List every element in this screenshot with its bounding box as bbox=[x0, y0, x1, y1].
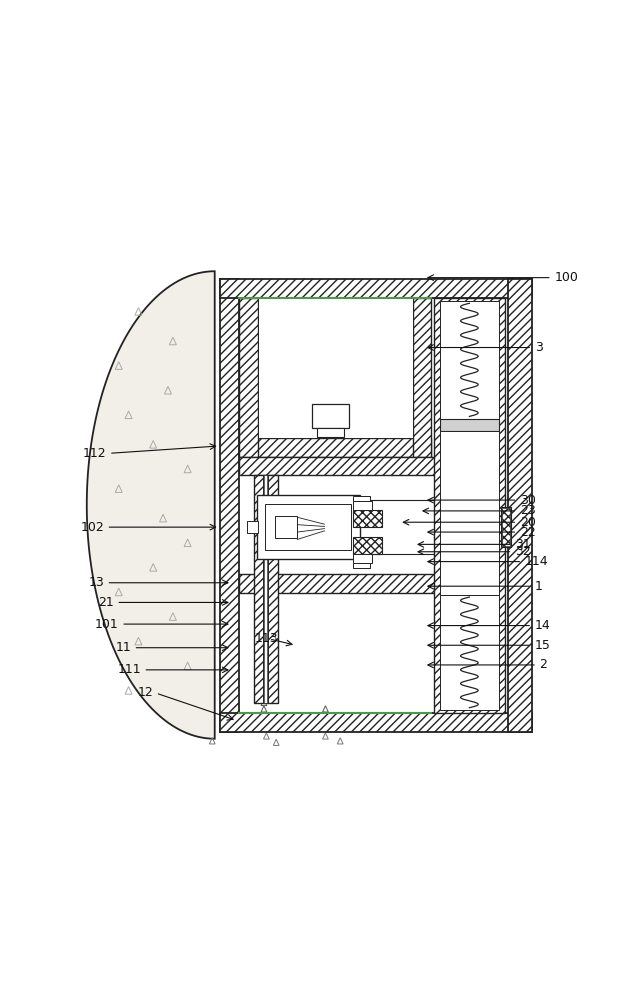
Bar bbox=[502, 508, 510, 546]
Text: 11: 11 bbox=[116, 641, 131, 654]
Polygon shape bbox=[87, 271, 215, 739]
Text: 2: 2 bbox=[540, 658, 547, 671]
Bar bbox=[352, 537, 382, 554]
Bar bbox=[239, 298, 258, 457]
Bar bbox=[239, 457, 450, 475]
Bar bbox=[265, 504, 351, 550]
Text: 114: 114 bbox=[525, 555, 549, 568]
Bar bbox=[434, 298, 505, 713]
Bar bbox=[264, 475, 267, 703]
Bar bbox=[246, 521, 258, 533]
Text: 20: 20 bbox=[520, 516, 536, 529]
Bar bbox=[507, 279, 532, 732]
Text: 100: 100 bbox=[554, 271, 578, 284]
Bar bbox=[317, 428, 344, 437]
Text: 32: 32 bbox=[515, 545, 531, 558]
Bar bbox=[220, 713, 532, 732]
Text: 14: 14 bbox=[535, 619, 551, 632]
Text: 12: 12 bbox=[137, 686, 153, 699]
Text: 21: 21 bbox=[98, 596, 114, 609]
Text: 102: 102 bbox=[80, 521, 104, 534]
Bar bbox=[413, 298, 431, 457]
Bar bbox=[352, 496, 370, 501]
Bar bbox=[220, 279, 239, 732]
Text: 101: 101 bbox=[95, 618, 119, 631]
Text: 22: 22 bbox=[520, 526, 535, 539]
Bar bbox=[439, 419, 499, 431]
Bar bbox=[352, 563, 370, 568]
Bar bbox=[352, 510, 382, 527]
Text: 15: 15 bbox=[535, 639, 551, 652]
Bar bbox=[501, 507, 511, 547]
Text: 23: 23 bbox=[520, 504, 535, 517]
Bar bbox=[258, 298, 413, 438]
Bar bbox=[352, 501, 372, 510]
Bar bbox=[257, 495, 360, 559]
Bar bbox=[275, 516, 297, 538]
Text: 13: 13 bbox=[88, 576, 104, 589]
Bar bbox=[254, 475, 277, 703]
Bar bbox=[352, 554, 372, 563]
Bar bbox=[439, 301, 499, 419]
Bar bbox=[439, 431, 499, 595]
Text: 111: 111 bbox=[117, 663, 141, 676]
Bar bbox=[312, 404, 349, 428]
Text: 1: 1 bbox=[535, 580, 542, 593]
Bar bbox=[439, 595, 499, 710]
Bar bbox=[239, 574, 450, 593]
Text: 3: 3 bbox=[535, 341, 542, 354]
Bar bbox=[264, 475, 269, 703]
Text: 31: 31 bbox=[515, 538, 531, 551]
Text: 113: 113 bbox=[255, 632, 278, 645]
Bar bbox=[239, 438, 431, 457]
Text: 112: 112 bbox=[83, 447, 107, 460]
Text: 30: 30 bbox=[520, 494, 536, 507]
Bar bbox=[220, 279, 532, 298]
